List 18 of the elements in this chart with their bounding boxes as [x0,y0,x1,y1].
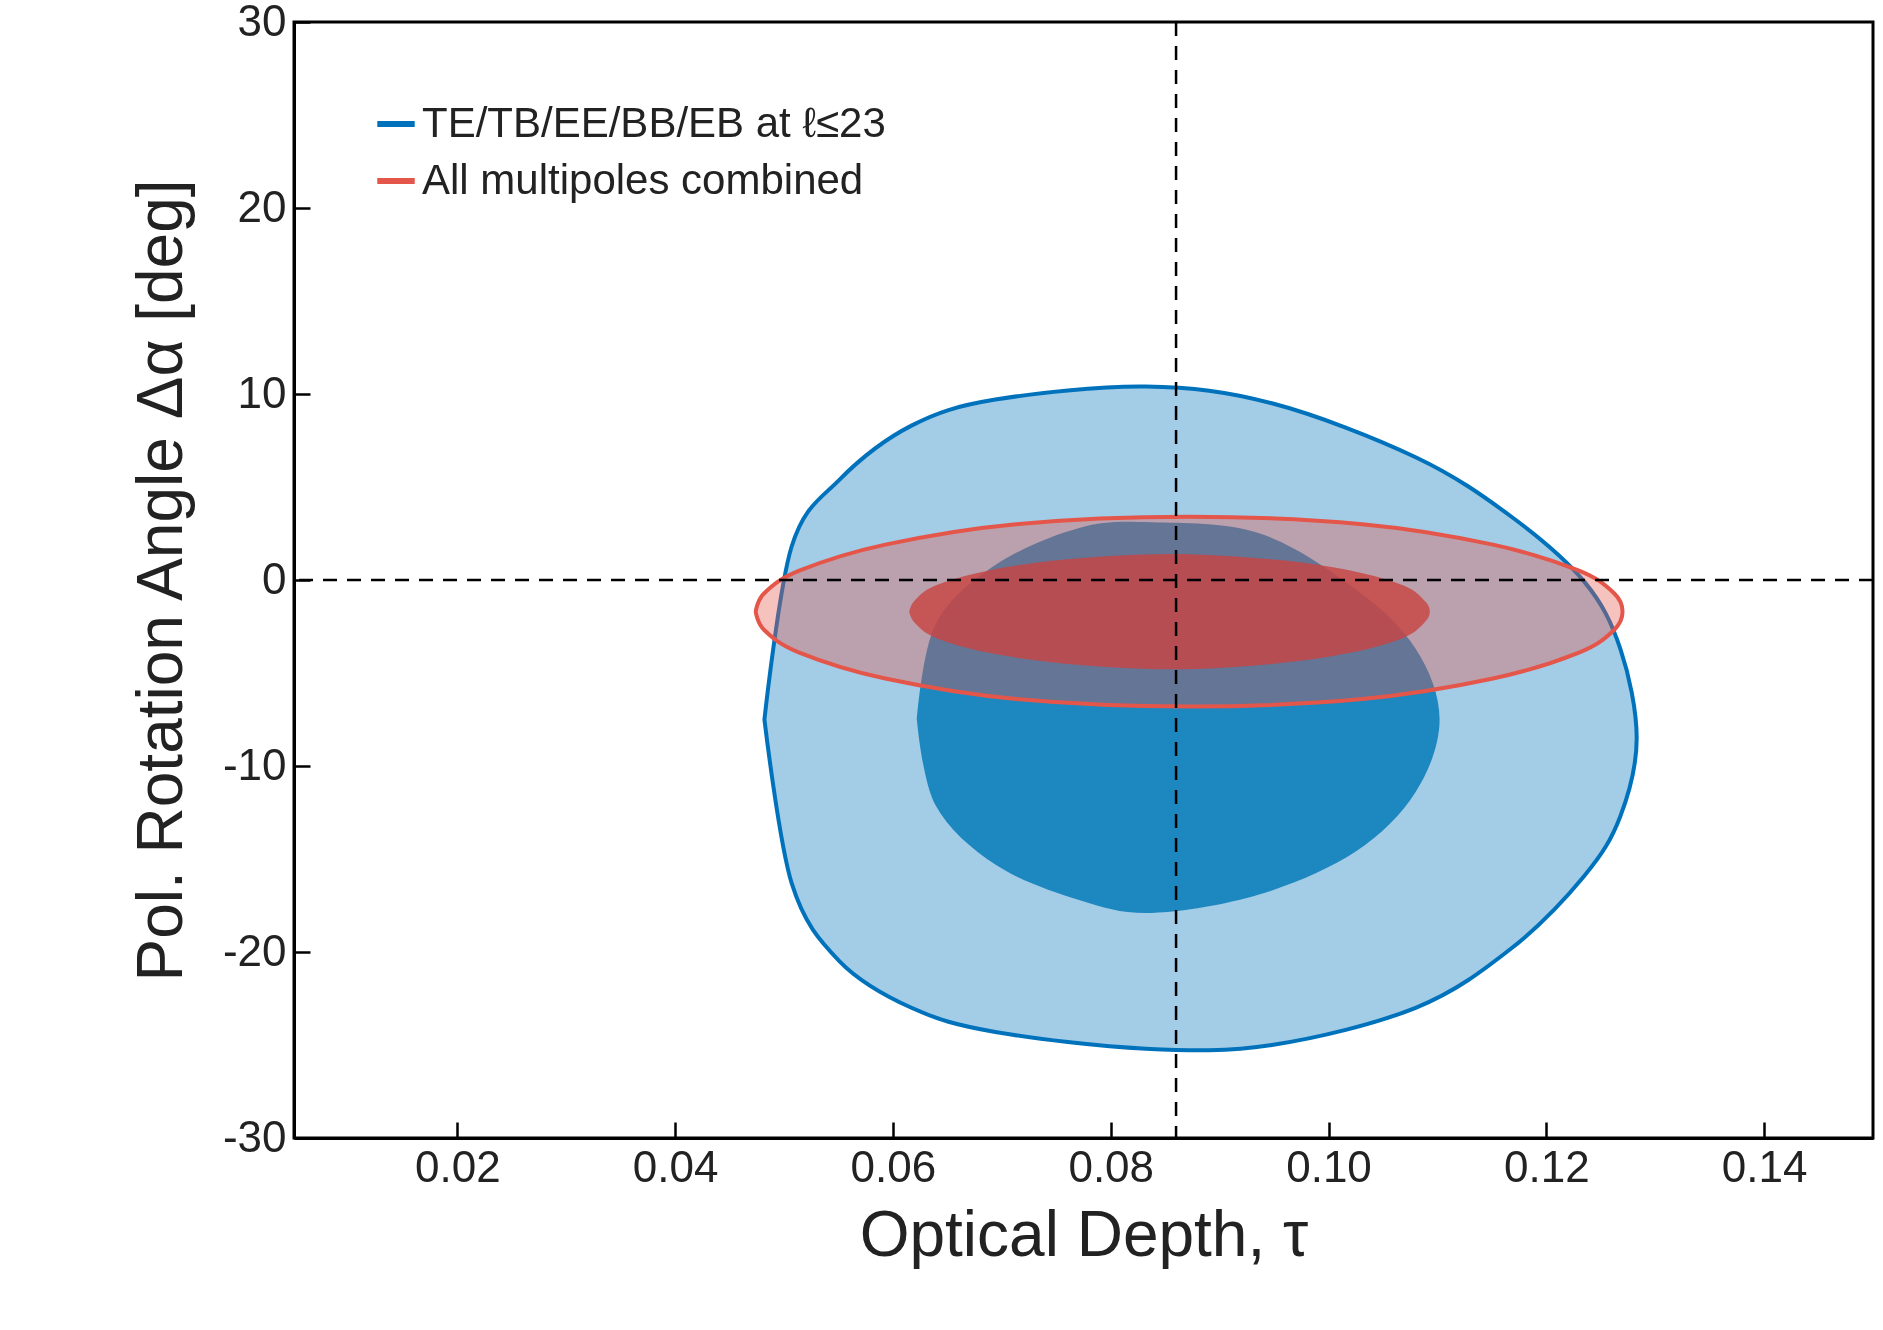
y-tick-label: 30 [237,0,287,45]
y-tick-label: -30 [222,1111,287,1161]
x-tick-label: 0.06 [850,1141,937,1191]
y-tick-label: 0 [262,553,287,603]
y-axis-title: Pol. Rotation Angle Δα [deg] [123,179,196,982]
x-tick-label: 0.14 [1721,1141,1808,1191]
y-tick-label: -10 [222,739,287,789]
y-tick-label: 20 [237,181,287,231]
x-tick-label: 0.10 [1286,1141,1372,1191]
y-tick-label: 10 [237,367,287,417]
x-tick-label: 0.08 [1068,1141,1155,1191]
x-tick-label: 0.12 [1503,1141,1590,1191]
x-axis-title: Optical Depth, τ [859,1197,1309,1270]
y-tick-label: -20 [222,925,287,975]
x-tick-label: 0.02 [415,1141,501,1191]
legend-label: All multipoles combined [422,156,864,203]
legend-label: TE/TB/EE/BB/EB at ℓ≤23 [422,99,886,146]
x-tick-label: 0.04 [632,1141,719,1191]
